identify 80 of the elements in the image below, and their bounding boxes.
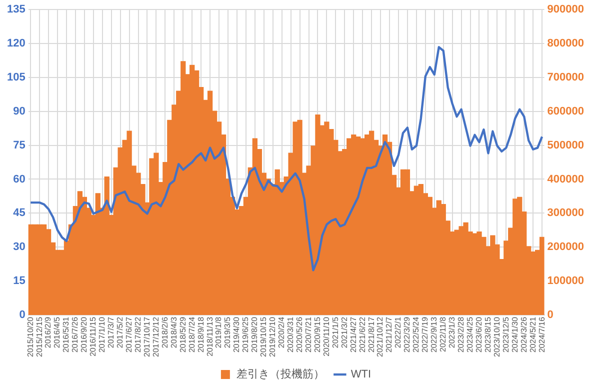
x-tick-label: 2018/2/6	[160, 316, 170, 348]
x-tick-label: 2019/12/10	[268, 316, 278, 358]
x-tick-label: 2018/9/18	[196, 316, 206, 353]
x-tick-label: 2019/3/5	[223, 316, 232, 348]
x-tick-label: 2017/12/12	[151, 316, 160, 358]
y-tick-label: 90	[13, 105, 26, 118]
x-tick-label: 2021/6/22	[358, 316, 367, 353]
x-tick-label: 2016/11/15	[88, 316, 98, 356]
x-tick-label: 2015/12/15	[34, 316, 44, 358]
x-tick-label: 2022/3/29	[402, 316, 412, 353]
x-tick-label: 2023/2/28	[456, 316, 466, 353]
y2-tick-label: 200000	[547, 241, 584, 254]
y-tick-label: 30	[13, 241, 26, 254]
x-tick-label: 2016/9/20	[80, 316, 89, 353]
x-tick-label: 2023/8/15	[483, 316, 492, 353]
x-tick-label: 2022/11/8	[438, 316, 448, 352]
x-tick-label: 2020/2/4	[277, 316, 286, 348]
x-tick-label: 2018/5/29	[178, 316, 188, 353]
x-tick-label: 2021/1/5	[330, 316, 340, 348]
x-tick-label: 2024/3/26	[519, 316, 528, 353]
y-tick-label: 135	[6, 4, 26, 16]
y-tick-label: 105	[6, 71, 26, 84]
x-tick-label: 2021/10/12	[376, 316, 385, 358]
x-tick-label: 2020/7/21	[304, 316, 313, 353]
y2-tick-label: 900000	[547, 4, 584, 16]
y-tick-label: 60	[13, 173, 26, 186]
x-tick-label: 2022/2/1	[394, 316, 403, 348]
x-tick-label: 2023/1/3	[448, 316, 457, 348]
x-tick-label: 2016/2/9	[44, 316, 53, 348]
x-tick-label: 2016/4/5	[52, 316, 62, 348]
x-tick-label: 2018/11/13	[205, 316, 214, 356]
x-tick-label: 2021/8/17	[366, 316, 376, 353]
x-tick-label: 2019/1/8	[214, 316, 224, 348]
y2-tick-label: 500000	[547, 139, 584, 152]
y2-tick-label: 800000	[547, 38, 584, 50]
y-tick-label: 15	[13, 275, 26, 288]
y2-tick-label: 300000	[547, 207, 584, 220]
y-tick-label: 120	[6, 38, 26, 50]
x-tick-label: 2017/3/7	[106, 316, 116, 348]
x-tick-label: 2022/7/19	[420, 316, 430, 353]
x-tick-label: 2015/10/20	[26, 316, 35, 358]
x-tick-label: 2024/7/16	[537, 316, 546, 353]
x-tick-label: 2022/9/13	[430, 316, 439, 353]
x-tick-label: 2017/10/17	[142, 316, 152, 358]
x-tick-label: 2020/5/26	[294, 316, 304, 353]
x-tick-label: 2021/4/27	[348, 316, 358, 353]
y-tick-label: 75	[13, 139, 26, 152]
x-tick-label: 2019/10/15	[259, 316, 268, 358]
x-tick-label: 2017/5/2	[116, 316, 125, 348]
x-tick-label: 2023/12/5	[501, 316, 510, 353]
x-tick-label: 2019/4/30	[232, 316, 242, 353]
x-tick-label: 2024/1/30	[510, 316, 520, 353]
x-tick-label: 2020/9/15	[312, 316, 322, 353]
x-tick-label: 2021/12/7	[384, 316, 394, 353]
x-tick-label: 2023/4/25	[465, 316, 474, 353]
y-tick-label: 45	[13, 207, 26, 220]
x-tick-label: 2023/6/20	[474, 316, 484, 353]
x-tick-label: 2019/8/20	[250, 316, 260, 353]
x-tick-label: 2017/6/27	[124, 316, 134, 353]
x-tick-label: 2019/6/25	[241, 316, 250, 353]
y2-tick-label: 0	[547, 308, 554, 321]
x-tick-label: 2020/3/31	[286, 316, 296, 353]
y-tick-label: 0	[19, 308, 26, 321]
x-tick-label: 2017/8/22	[133, 316, 142, 353]
x-tick-label: 2024/5/21	[528, 316, 538, 353]
y2-tick-label: 400000	[547, 173, 584, 186]
x-tick-label: 2017/1/10	[98, 316, 107, 353]
x-tick-label: 2018/7/24	[187, 316, 196, 353]
x-tick-label: 2016/7/26	[70, 316, 80, 353]
legend-label: 差引き（投機筋）	[236, 368, 324, 381]
x-tick-label: 2016/5/31	[62, 316, 71, 353]
x-tick-label: 2018/4/3	[169, 316, 178, 348]
x-tick-label: 2022/5/24	[412, 316, 421, 353]
x-tick-label: 2021/3/2	[340, 316, 349, 348]
x-tick-label: 2020/11/10	[322, 316, 331, 356]
legend-label: WTI	[350, 368, 372, 381]
y2-tick-label: 600000	[547, 105, 584, 118]
x-tick-label: 2023/10/10	[492, 316, 502, 358]
y2-tick-label: 700000	[547, 71, 584, 84]
y2-tick-label: 100000	[547, 275, 584, 288]
